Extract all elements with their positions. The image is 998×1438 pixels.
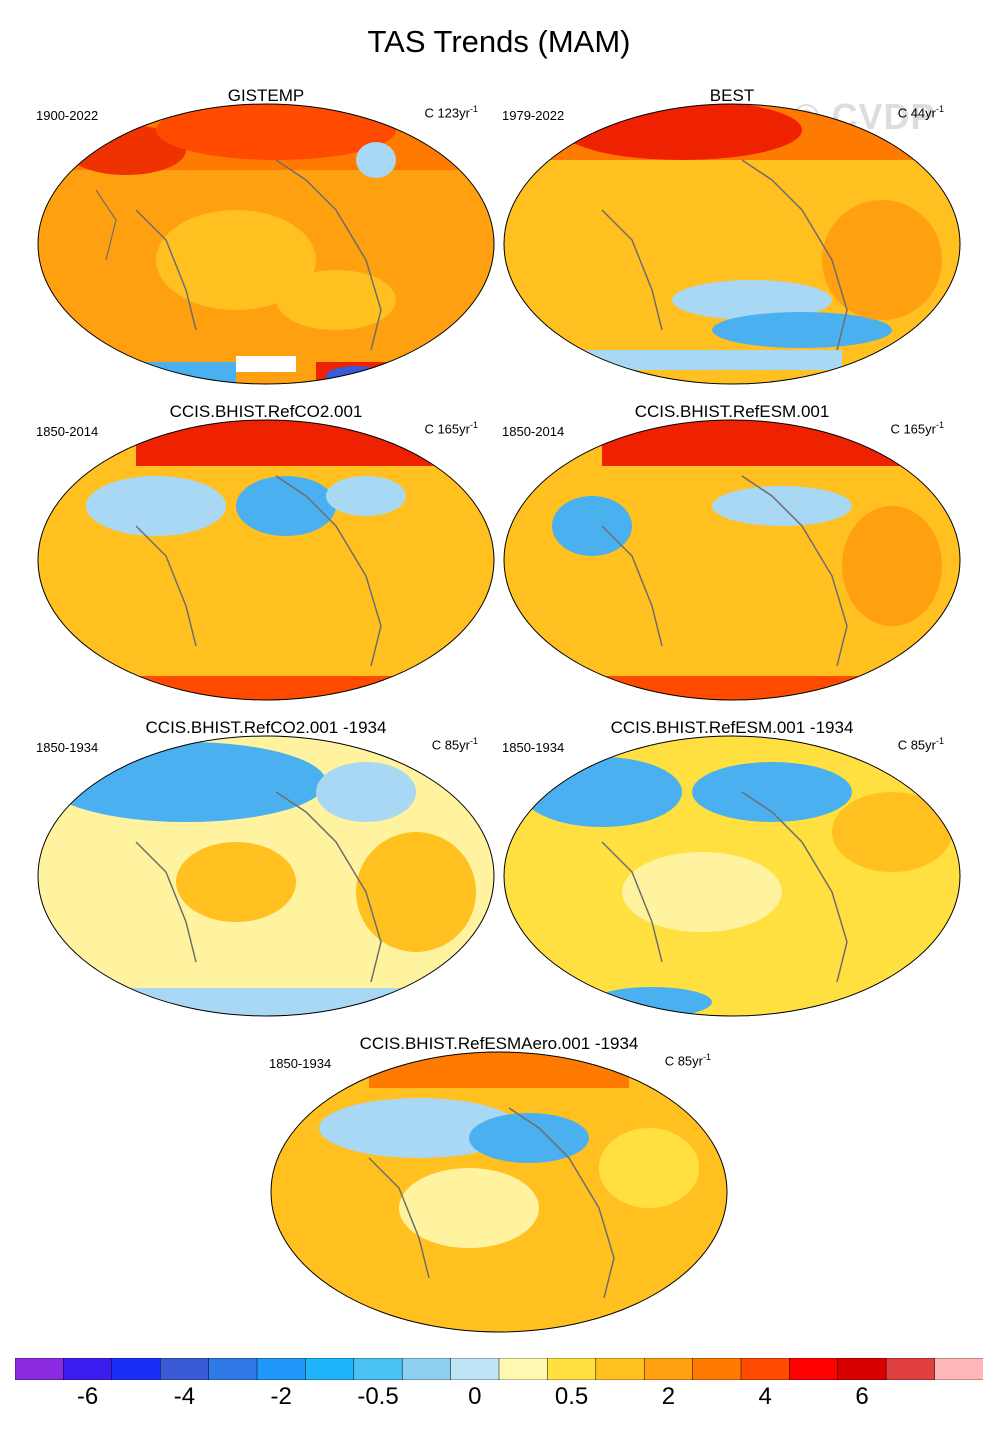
map-best [503,103,961,385]
map-gistemp [37,103,495,385]
panel-gistemp: GISTEMP 1900-2022 C 123yr-1 [36,86,496,386]
figure-title: TAS Trends (MAM) [367,24,631,59]
panel-period: 1850-2014 [502,424,565,439]
colorbar-swatch [595,1358,645,1380]
colorbar [15,1358,983,1380]
panel-title: CCIS.BHIST.RefESM.001 -1934 [610,718,854,737]
map-refesm [503,419,961,701]
colorbar-swatch [885,1358,936,1380]
map-refesm-1934 [503,735,961,1017]
panel-title: CCIS.BHIST.RefCO2.001 [169,402,363,421]
colorbar-tick-label: -4 [173,1383,196,1410]
panel-period: 1979-2022 [502,108,565,123]
panel-period: 1850-1934 [269,1056,332,1071]
colorbar-swatch [15,1358,65,1380]
colorbar-swatch [208,1358,258,1380]
colorbar-tick-label: 6 [855,1383,869,1410]
colorbar-swatch [740,1358,791,1380]
colorbar-tick-label: -2 [270,1383,292,1410]
panel-units: C 44yr-1 [897,104,944,121]
panel-refesmaero-1934: CCIS.BHIST.RefESMAero.001 -1934 1850-193… [269,1034,729,1334]
colorbar-tick-label: -0.5 [357,1383,399,1410]
panel-units: C 85yr-1 [431,736,478,753]
colorbar-swatch [256,1358,307,1380]
panel-refesm: CCIS.BHIST.RefESM.001 1850-2014 C 165yr-… [502,402,962,702]
colorbar-swatch [789,1358,839,1380]
panel-period: 1850-1934 [36,740,99,755]
panel-best: BEST 1979-2022 C 44yr-1 [502,86,962,386]
panel-units: C 123yr-1 [424,104,478,121]
colorbar-swatch [837,1358,887,1380]
panel-units: C 85yr-1 [664,1052,711,1069]
map-refesmaero-1934 [270,1051,728,1333]
colorbar-tick-label: 0 [468,1383,482,1410]
panel-refco2-1934: CCIS.BHIST.RefCO2.001 -1934 1850-1934 C … [36,718,496,1018]
panel-period: 1850-2014 [36,424,99,439]
panel-title: GISTEMP [227,86,305,105]
colorbar-swatch [401,1358,452,1380]
panel-title: CCIS.BHIST.RefESMAero.001 -1934 [359,1034,639,1053]
colorbar-tick-label: 0.5 [554,1383,589,1410]
map-refco2-1934 [37,735,495,1017]
colorbar-swatch [353,1358,403,1380]
colorbar-swatch [159,1358,210,1380]
colorbar-swatch [692,1358,742,1380]
colorbar-swatch [111,1358,161,1380]
colorbar-tick-label: -6 [76,1383,99,1410]
colorbar-tick-label: 2 [661,1383,676,1410]
map-refco2 [37,419,495,701]
colorbar-swatch [643,1358,694,1380]
panel-refco2: CCIS.BHIST.RefCO2.001 1850-2014 C 165yr-… [36,402,496,702]
panel-units: C 165yr-1 [424,420,478,437]
panel-units: C 165yr-1 [890,420,944,437]
panel-period: 1850-1934 [502,740,565,755]
panel-units: C 85yr-1 [897,736,944,753]
panel-title: BEST [709,86,755,105]
colorbar-swatch [63,1358,113,1380]
panel-refesm-1934: CCIS.BHIST.RefESM.001 -1934 1850-1934 C … [502,718,962,1018]
panel-period: 1900-2022 [36,108,99,123]
panel-title: CCIS.BHIST.RefCO2.001 -1934 [145,718,387,737]
colorbar-swatch [934,1358,983,1380]
colorbar-swatch [547,1358,597,1380]
colorbar-swatch [305,1358,355,1380]
colorbar-swatch [450,1358,500,1380]
colorbar-swatch [498,1358,549,1380]
panel-title: CCIS.BHIST.RefESM.001 [634,402,830,421]
colorbar-tick-label: 4 [758,1383,772,1410]
